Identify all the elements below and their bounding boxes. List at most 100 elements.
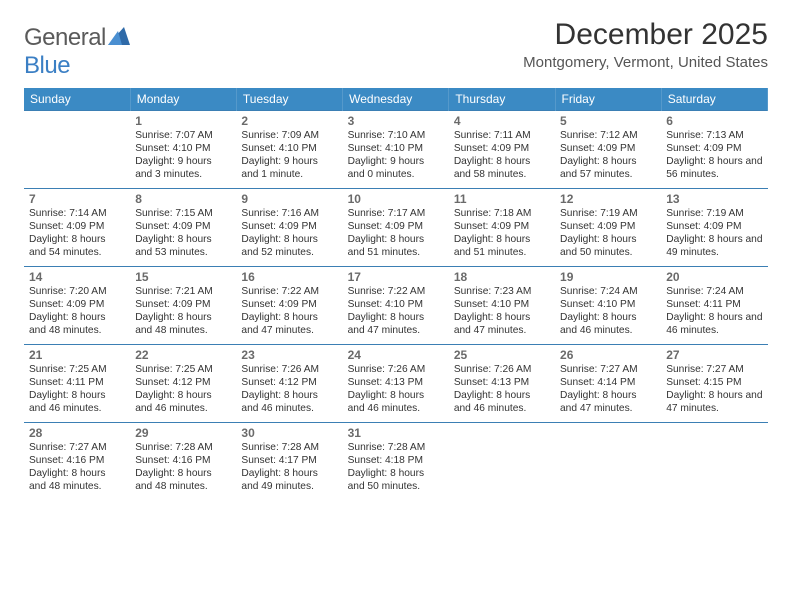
daylight-text: Daylight: 8 hours and 56 minutes. bbox=[666, 155, 762, 181]
day-number: 11 bbox=[454, 192, 550, 206]
sunset-text: Sunset: 4:14 PM bbox=[560, 376, 656, 389]
sunset-text: Sunset: 4:09 PM bbox=[135, 298, 231, 311]
sunset-text: Sunset: 4:09 PM bbox=[560, 220, 656, 233]
day-info: Sunrise: 7:28 AMSunset: 4:17 PMDaylight:… bbox=[241, 441, 337, 493]
daylight-text: Daylight: 8 hours and 46 minutes. bbox=[348, 389, 444, 415]
sunrise-text: Sunrise: 7:19 AM bbox=[666, 207, 762, 220]
location-subtitle: Montgomery, Vermont, United States bbox=[523, 54, 768, 71]
sunset-text: Sunset: 4:09 PM bbox=[135, 220, 231, 233]
sunset-text: Sunset: 4:17 PM bbox=[241, 454, 337, 467]
day-cell: 7Sunrise: 7:14 AMSunset: 4:09 PMDaylight… bbox=[24, 189, 130, 267]
day-info: Sunrise: 7:12 AMSunset: 4:09 PMDaylight:… bbox=[560, 129, 656, 181]
day-number: 7 bbox=[29, 192, 125, 206]
day-number: 29 bbox=[135, 426, 231, 440]
day-cell: 6Sunrise: 7:13 AMSunset: 4:09 PMDaylight… bbox=[661, 111, 767, 189]
sunset-text: Sunset: 4:11 PM bbox=[666, 298, 762, 311]
day-info: Sunrise: 7:25 AMSunset: 4:11 PMDaylight:… bbox=[29, 363, 125, 415]
day-cell bbox=[24, 111, 130, 189]
daylight-text: Daylight: 8 hours and 48 minutes. bbox=[29, 311, 125, 337]
month-title: December 2025 bbox=[523, 18, 768, 52]
sunset-text: Sunset: 4:10 PM bbox=[348, 298, 444, 311]
daylight-text: Daylight: 8 hours and 50 minutes. bbox=[560, 233, 656, 259]
day-cell: 14Sunrise: 7:20 AMSunset: 4:09 PMDayligh… bbox=[24, 267, 130, 345]
day-number: 9 bbox=[241, 192, 337, 206]
day-number: 20 bbox=[666, 270, 762, 284]
week-row: 21Sunrise: 7:25 AMSunset: 4:11 PMDayligh… bbox=[24, 345, 768, 423]
day-cell: 24Sunrise: 7:26 AMSunset: 4:13 PMDayligh… bbox=[343, 345, 449, 423]
sunrise-text: Sunrise: 7:12 AM bbox=[560, 129, 656, 142]
calendar-tbody: 1Sunrise: 7:07 AMSunset: 4:10 PMDaylight… bbox=[24, 111, 768, 501]
brand-text: General Blue bbox=[24, 24, 130, 80]
day-info: Sunrise: 7:13 AMSunset: 4:09 PMDaylight:… bbox=[666, 129, 762, 181]
sunrise-text: Sunrise: 7:24 AM bbox=[666, 285, 762, 298]
sunrise-text: Sunrise: 7:23 AM bbox=[454, 285, 550, 298]
day-number: 30 bbox=[241, 426, 337, 440]
brand-part2: Blue bbox=[24, 52, 70, 79]
sunrise-text: Sunrise: 7:11 AM bbox=[454, 129, 550, 142]
day-info: Sunrise: 7:28 AMSunset: 4:18 PMDaylight:… bbox=[348, 441, 444, 493]
day-info: Sunrise: 7:20 AMSunset: 4:09 PMDaylight:… bbox=[29, 285, 125, 337]
day-cell: 11Sunrise: 7:18 AMSunset: 4:09 PMDayligh… bbox=[449, 189, 555, 267]
sunset-text: Sunset: 4:13 PM bbox=[348, 376, 444, 389]
dow-header: Sunday bbox=[24, 88, 130, 111]
sunrise-text: Sunrise: 7:19 AM bbox=[560, 207, 656, 220]
day-cell bbox=[555, 423, 661, 501]
sunset-text: Sunset: 4:16 PM bbox=[135, 454, 231, 467]
sail-icon bbox=[108, 24, 130, 51]
day-info: Sunrise: 7:18 AMSunset: 4:09 PMDaylight:… bbox=[454, 207, 550, 259]
sunrise-text: Sunrise: 7:10 AM bbox=[348, 129, 444, 142]
sunrise-text: Sunrise: 7:22 AM bbox=[348, 285, 444, 298]
day-number: 28 bbox=[29, 426, 125, 440]
day-info: Sunrise: 7:07 AMSunset: 4:10 PMDaylight:… bbox=[135, 129, 231, 181]
day-number: 25 bbox=[454, 348, 550, 362]
dow-header: Thursday bbox=[449, 88, 555, 111]
day-info: Sunrise: 7:27 AMSunset: 4:14 PMDaylight:… bbox=[560, 363, 656, 415]
day-cell: 3Sunrise: 7:10 AMSunset: 4:10 PMDaylight… bbox=[343, 111, 449, 189]
sunrise-text: Sunrise: 7:26 AM bbox=[454, 363, 550, 376]
sunset-text: Sunset: 4:09 PM bbox=[454, 142, 550, 155]
sunset-text: Sunset: 4:09 PM bbox=[666, 220, 762, 233]
daylight-text: Daylight: 8 hours and 47 minutes. bbox=[560, 389, 656, 415]
day-number: 2 bbox=[241, 114, 337, 128]
sunrise-text: Sunrise: 7:14 AM bbox=[29, 207, 125, 220]
day-cell: 2Sunrise: 7:09 AMSunset: 4:10 PMDaylight… bbox=[236, 111, 342, 189]
daylight-text: Daylight: 9 hours and 3 minutes. bbox=[135, 155, 231, 181]
day-cell: 9Sunrise: 7:16 AMSunset: 4:09 PMDaylight… bbox=[236, 189, 342, 267]
sunrise-text: Sunrise: 7:28 AM bbox=[135, 441, 231, 454]
daylight-text: Daylight: 8 hours and 47 minutes. bbox=[241, 311, 337, 337]
sunset-text: Sunset: 4:10 PM bbox=[135, 142, 231, 155]
day-info: Sunrise: 7:19 AMSunset: 4:09 PMDaylight:… bbox=[560, 207, 656, 259]
sunrise-text: Sunrise: 7:18 AM bbox=[454, 207, 550, 220]
daylight-text: Daylight: 8 hours and 50 minutes. bbox=[348, 467, 444, 493]
day-cell bbox=[449, 423, 555, 501]
day-number: 27 bbox=[666, 348, 762, 362]
day-cell: 1Sunrise: 7:07 AMSunset: 4:10 PMDaylight… bbox=[130, 111, 236, 189]
daylight-text: Daylight: 8 hours and 46 minutes. bbox=[241, 389, 337, 415]
day-info: Sunrise: 7:26 AMSunset: 4:13 PMDaylight:… bbox=[348, 363, 444, 415]
sunrise-text: Sunrise: 7:26 AM bbox=[241, 363, 337, 376]
sunset-text: Sunset: 4:10 PM bbox=[348, 142, 444, 155]
day-number: 16 bbox=[241, 270, 337, 284]
day-info: Sunrise: 7:22 AMSunset: 4:10 PMDaylight:… bbox=[348, 285, 444, 337]
day-number: 18 bbox=[454, 270, 550, 284]
sunrise-text: Sunrise: 7:27 AM bbox=[666, 363, 762, 376]
sunset-text: Sunset: 4:12 PM bbox=[135, 376, 231, 389]
day-cell: 30Sunrise: 7:28 AMSunset: 4:17 PMDayligh… bbox=[236, 423, 342, 501]
day-cell: 20Sunrise: 7:24 AMSunset: 4:11 PMDayligh… bbox=[661, 267, 767, 345]
calendar-thead: Sunday Monday Tuesday Wednesday Thursday… bbox=[24, 88, 768, 111]
day-info: Sunrise: 7:24 AMSunset: 4:11 PMDaylight:… bbox=[666, 285, 762, 337]
sunset-text: Sunset: 4:09 PM bbox=[666, 142, 762, 155]
day-number: 23 bbox=[241, 348, 337, 362]
week-row: 1Sunrise: 7:07 AMSunset: 4:10 PMDaylight… bbox=[24, 111, 768, 189]
sunrise-text: Sunrise: 7:25 AM bbox=[135, 363, 231, 376]
day-cell: 4Sunrise: 7:11 AMSunset: 4:09 PMDaylight… bbox=[449, 111, 555, 189]
day-cell: 8Sunrise: 7:15 AMSunset: 4:09 PMDaylight… bbox=[130, 189, 236, 267]
day-number: 10 bbox=[348, 192, 444, 206]
day-info: Sunrise: 7:11 AMSunset: 4:09 PMDaylight:… bbox=[454, 129, 550, 181]
sunset-text: Sunset: 4:09 PM bbox=[560, 142, 656, 155]
sunrise-text: Sunrise: 7:25 AM bbox=[29, 363, 125, 376]
day-info: Sunrise: 7:24 AMSunset: 4:10 PMDaylight:… bbox=[560, 285, 656, 337]
day-info: Sunrise: 7:09 AMSunset: 4:10 PMDaylight:… bbox=[241, 129, 337, 181]
dow-header: Tuesday bbox=[236, 88, 342, 111]
daylight-text: Daylight: 8 hours and 46 minutes. bbox=[454, 389, 550, 415]
